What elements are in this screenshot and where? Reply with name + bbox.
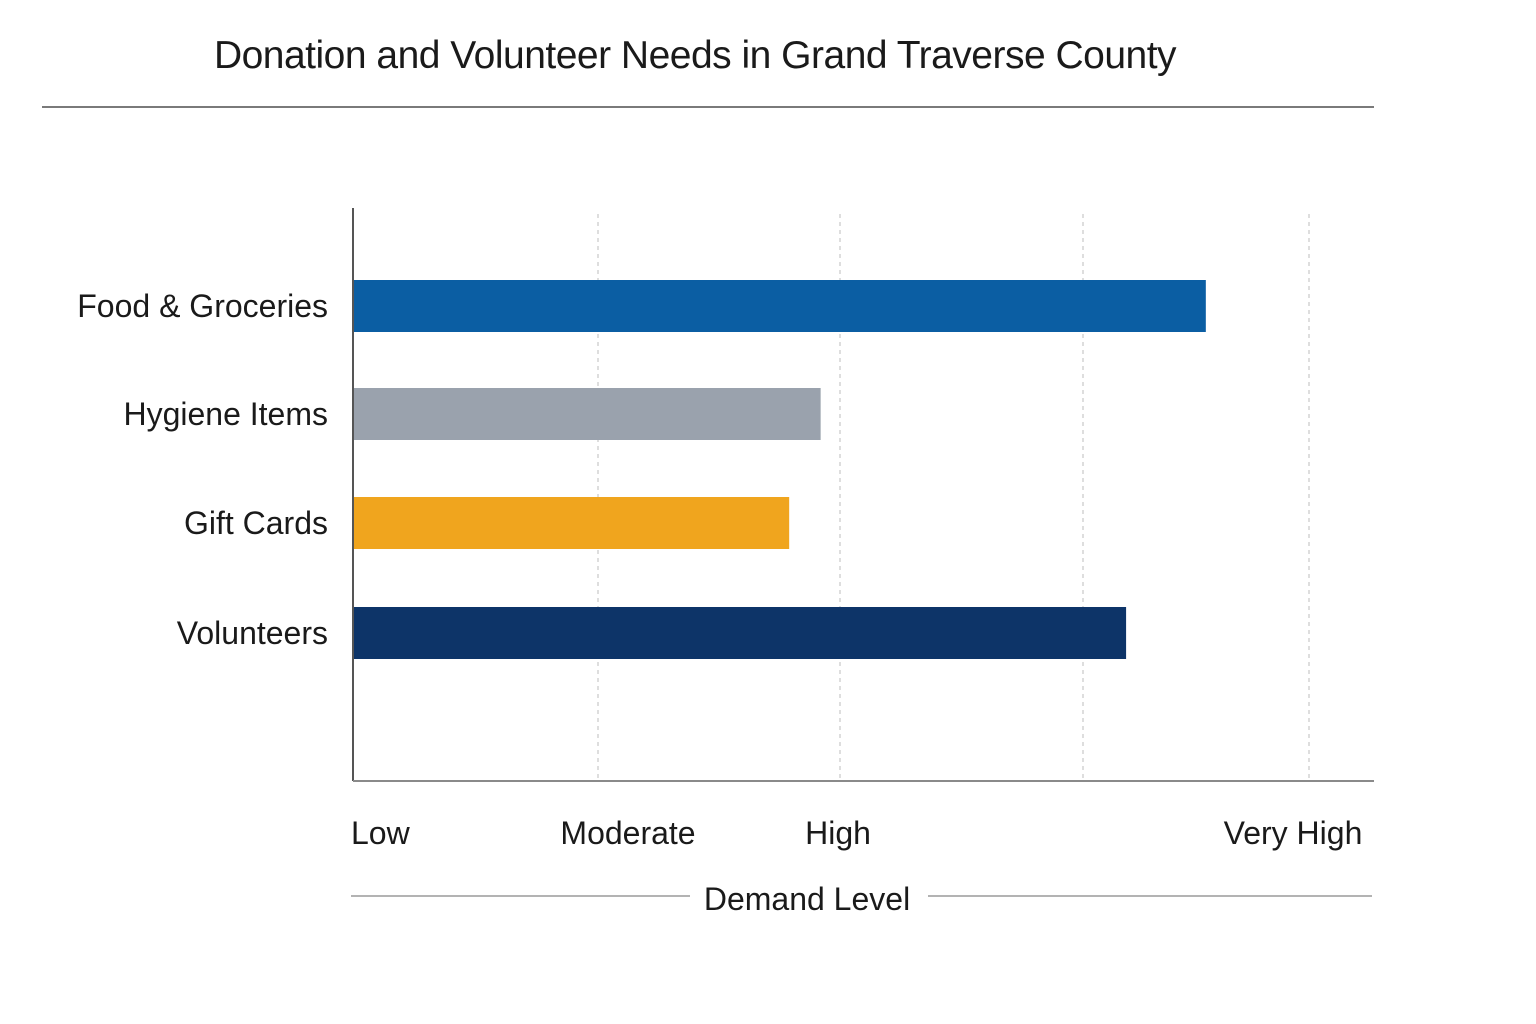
category-labels: Food & Groceries Hygiene Items Gift Cards V… bbox=[77, 288, 328, 651]
category-label: Food & Groceries bbox=[77, 288, 328, 324]
bar-gift-cards bbox=[354, 497, 790, 549]
bar-hygiene-items bbox=[354, 388, 821, 440]
x-tick-label: Very High bbox=[1224, 815, 1363, 851]
x-axis-title: Demand Level bbox=[704, 881, 910, 917]
tick-labels: Low Moderate High Very High bbox=[351, 815, 1362, 851]
bars bbox=[354, 280, 1206, 659]
x-tick-label: Low bbox=[351, 815, 411, 851]
category-label: Gift Cards bbox=[184, 505, 328, 541]
category-label: Volunteers bbox=[177, 615, 328, 651]
x-tick-label: High bbox=[805, 815, 871, 851]
chart-title: Donation and Volunteer Needs in Grand Tr… bbox=[213, 34, 1177, 77]
title-divider bbox=[42, 106, 1374, 108]
x-tick-label: Moderate bbox=[560, 815, 695, 851]
bar-food-groceries bbox=[354, 280, 1206, 332]
category-label: Hygiene Items bbox=[123, 396, 328, 432]
axes bbox=[352, 208, 1374, 782]
bar-volunteers bbox=[354, 607, 1127, 659]
x-axis-title-group: Demand Level bbox=[351, 881, 1372, 917]
